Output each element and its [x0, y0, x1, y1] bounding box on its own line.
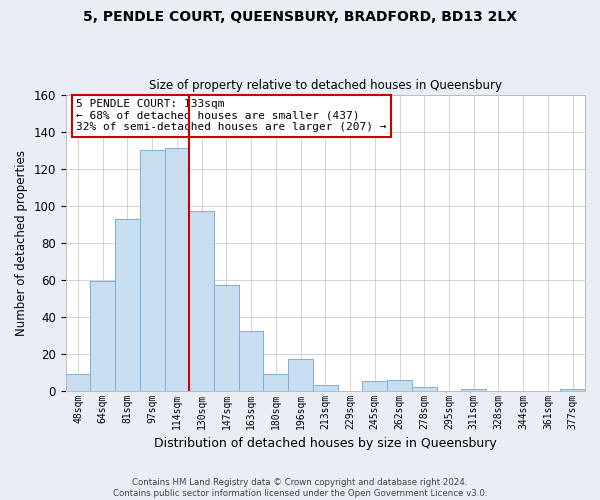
Bar: [313, 385, 338, 390]
Text: Contains HM Land Registry data © Crown copyright and database right 2024.
Contai: Contains HM Land Registry data © Crown c…: [113, 478, 487, 498]
Bar: [214, 285, 239, 391]
Bar: [362, 382, 387, 390]
Bar: [140, 150, 164, 390]
Bar: [560, 389, 585, 390]
Bar: [239, 332, 263, 390]
Y-axis label: Number of detached properties: Number of detached properties: [15, 150, 28, 336]
X-axis label: Distribution of detached houses by size in Queensbury: Distribution of detached houses by size …: [154, 437, 497, 450]
Bar: [190, 211, 214, 390]
Text: 5, PENDLE COURT, QUEENSBURY, BRADFORD, BD13 2LX: 5, PENDLE COURT, QUEENSBURY, BRADFORD, B…: [83, 10, 517, 24]
Bar: [91, 282, 115, 391]
Text: 5 PENDLE COURT: 133sqm
← 68% of detached houses are smaller (437)
32% of semi-de: 5 PENDLE COURT: 133sqm ← 68% of detached…: [76, 99, 386, 132]
Bar: [263, 374, 288, 390]
Bar: [65, 374, 91, 390]
Bar: [461, 389, 486, 390]
Bar: [387, 380, 412, 390]
Bar: [164, 148, 190, 390]
Bar: [412, 387, 437, 390]
Title: Size of property relative to detached houses in Queensbury: Size of property relative to detached ho…: [149, 79, 502, 92]
Bar: [288, 359, 313, 390]
Bar: [115, 218, 140, 390]
